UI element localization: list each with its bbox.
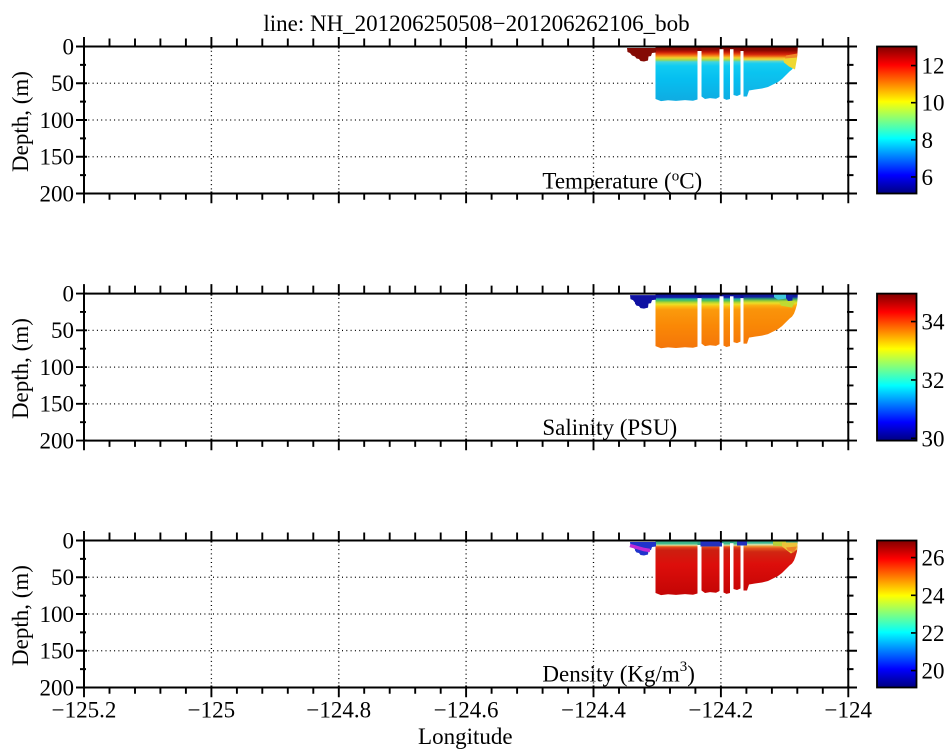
svg-text:150: 150	[40, 639, 75, 664]
svg-text:Density (Kg/m3): Density (Kg/m3)	[542, 659, 695, 687]
svg-text:Temperature (oC): Temperature (oC)	[542, 169, 702, 194]
svg-text:200: 200	[40, 181, 75, 206]
svg-text:200: 200	[40, 675, 75, 700]
svg-text:Longitude: Longitude	[418, 724, 513, 749]
svg-text:−125: −125	[188, 698, 235, 723]
svg-text:32: 32	[922, 368, 945, 393]
svg-text:Salinity (PSU): Salinity (PSU)	[542, 415, 677, 440]
svg-text:100: 100	[40, 355, 75, 380]
svg-text:24: 24	[922, 583, 946, 608]
svg-text:200: 200	[40, 428, 75, 453]
svg-text:50: 50	[51, 565, 74, 590]
svg-text:Depth, (m): Depth, (m)	[8, 318, 33, 419]
svg-text:22: 22	[922, 621, 945, 646]
svg-text:100: 100	[40, 602, 75, 627]
svg-text:−124: −124	[825, 698, 873, 723]
svg-text:12: 12	[922, 54, 945, 79]
svg-text:line: NH_201206250508−20120626: line: NH_201206250508−201206262106_bob	[263, 11, 689, 36]
svg-text:100: 100	[40, 108, 75, 133]
svg-text:Depth, (m): Depth, (m)	[8, 71, 33, 172]
svg-text:34: 34	[922, 310, 946, 335]
svg-text:50: 50	[51, 71, 74, 96]
svg-text:50: 50	[51, 318, 74, 343]
svg-text:150: 150	[40, 392, 75, 417]
svg-text:30: 30	[922, 426, 945, 451]
svg-text:−124.8: −124.8	[306, 698, 371, 723]
svg-text:0: 0	[63, 34, 75, 59]
svg-text:−125.2: −125.2	[52, 698, 117, 723]
svg-text:−124.6: −124.6	[434, 698, 499, 723]
svg-text:Depth, (m): Depth, (m)	[8, 565, 33, 666]
svg-text:8: 8	[922, 128, 934, 153]
svg-text:0: 0	[63, 528, 75, 553]
svg-text:10: 10	[922, 91, 945, 116]
svg-text:6: 6	[922, 165, 934, 190]
svg-text:26: 26	[922, 546, 945, 571]
svg-text:20: 20	[922, 659, 945, 684]
svg-text:0: 0	[63, 281, 75, 306]
svg-text:−124.4: −124.4	[561, 698, 626, 723]
svg-text:150: 150	[40, 145, 75, 170]
svg-text:−124.2: −124.2	[689, 698, 754, 723]
